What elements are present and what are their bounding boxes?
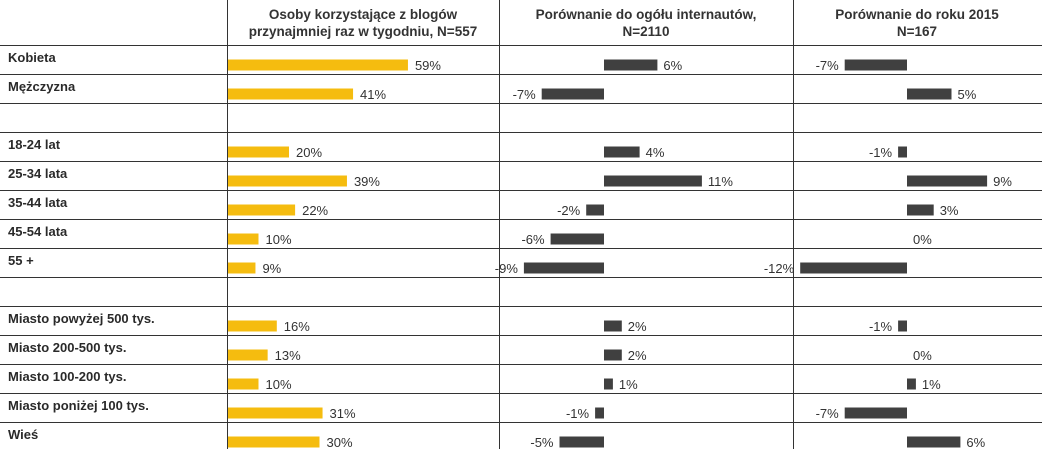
vs-2015-label: -1%: [869, 319, 893, 334]
share-label: 41%: [360, 87, 386, 102]
vs-2015-label: -7%: [816, 406, 840, 421]
vs-2015-label: -1%: [869, 145, 893, 160]
column-header-1-line-2: przynajmniej raz w tygodniu, N=557: [249, 24, 477, 39]
share-label: 30%: [327, 435, 353, 449]
share-bar: [228, 175, 347, 187]
vs-internet-label: -9%: [495, 261, 519, 276]
vs-2015-bar: [800, 262, 907, 274]
vs-internet-label: 2%: [628, 348, 647, 363]
row-label: Miasto 100-200 tys.: [8, 369, 127, 384]
share-label: 39%: [354, 174, 380, 189]
vs-2015-label: 9%: [993, 174, 1012, 189]
row-label: 25-34 lata: [8, 166, 68, 181]
vs-internet-bar: [559, 436, 604, 448]
share-bar: [228, 146, 289, 158]
share-label: 10%: [266, 232, 292, 247]
row-label: 45-54 lata: [8, 224, 68, 239]
share-bar: [228, 320, 277, 332]
share-bar: [228, 233, 259, 245]
vs-2015-bar: [907, 175, 988, 187]
column-header-1-line-1: Osoby korzystające z blogów: [269, 7, 458, 22]
vs-2015-bar: [844, 407, 907, 419]
column-header-3-line-1: Porównanie do roku 2015: [835, 7, 999, 22]
vs-internet-label: 11%: [708, 174, 733, 189]
vs-2015-label: 0%: [913, 232, 932, 247]
share-label: 9%: [262, 261, 281, 276]
vs-2015-label: 1%: [922, 377, 941, 392]
vs-internet-label: -7%: [513, 87, 537, 102]
share-label: 20%: [296, 145, 322, 160]
row-label: 18-24 lat: [8, 137, 61, 152]
row-label: Miasto 200-500 tys.: [8, 340, 127, 355]
share-label: 59%: [415, 58, 441, 73]
share-bar: [228, 407, 323, 419]
row-label: Miasto powyżej 500 tys.: [8, 311, 155, 326]
vs-internet-label: 2%: [628, 319, 647, 334]
share-label: 22%: [302, 203, 328, 218]
share-bar: [228, 59, 408, 71]
vs-2015-label: 5%: [958, 87, 977, 102]
vs-2015-bar: [898, 146, 907, 158]
vs-2015-bar: [907, 204, 934, 216]
share-bar: [228, 204, 296, 216]
row-label: 35-44 lata: [8, 195, 68, 210]
vs-2015-bar: [907, 436, 961, 448]
column-header-3-line-2: N=167: [897, 24, 937, 39]
vs-internet-label: -5%: [530, 435, 554, 449]
share-label: 10%: [266, 377, 292, 392]
vs-internet-bar: [604, 175, 702, 187]
vs-2015-label: 0%: [913, 348, 932, 363]
share-bar: [228, 349, 268, 361]
vs-2015-label: 6%: [966, 435, 985, 449]
vs-2015-bar: [907, 88, 952, 100]
row-label: 55 +: [8, 253, 34, 268]
vs-internet-bar: [523, 262, 604, 274]
vs-2015-label: 3%: [940, 203, 959, 218]
share-bar: [228, 378, 259, 390]
row-label: Miasto poniżej 100 tys.: [8, 398, 149, 413]
share-bar: [228, 262, 256, 274]
vs-internet-bar: [541, 88, 604, 100]
row-label: Mężczyzna: [8, 79, 76, 94]
vs-internet-bar: [604, 59, 658, 71]
vs-2015-label: -7%: [816, 58, 840, 73]
vs-2015-bar: [844, 59, 907, 71]
vs-internet-label: -6%: [521, 232, 545, 247]
vs-internet-label: -2%: [557, 203, 581, 218]
vs-internet-bar: [595, 407, 604, 419]
vs-internet-label: 4%: [646, 145, 665, 160]
vs-internet-label: 6%: [663, 58, 682, 73]
vs-2015-bar: [898, 320, 907, 332]
vs-internet-bar: [604, 146, 640, 158]
share-bar: [228, 436, 320, 448]
row-label: Wieś: [8, 427, 38, 442]
vs-internet-label: 1%: [619, 377, 638, 392]
share-label: 16%: [284, 319, 310, 334]
vs-internet-bar: [604, 320, 622, 332]
vs-internet-bar: [586, 204, 604, 216]
share-bar: [228, 88, 354, 100]
share-label: 13%: [275, 348, 301, 363]
row-label: Kobieta: [8, 50, 56, 65]
vs-2015-bar: [907, 378, 916, 390]
vs-internet-bar: [604, 349, 622, 361]
vs-internet-bar: [550, 233, 604, 245]
vs-2015-label: -12%: [764, 261, 795, 276]
share-label: 31%: [330, 406, 356, 421]
column-header-2-line-1: Porównanie do ogółu internautów,: [536, 7, 757, 22]
column-header-2-line-2: N=2110: [623, 24, 670, 39]
vs-internet-label: -1%: [566, 406, 590, 421]
vs-internet-bar: [604, 378, 613, 390]
